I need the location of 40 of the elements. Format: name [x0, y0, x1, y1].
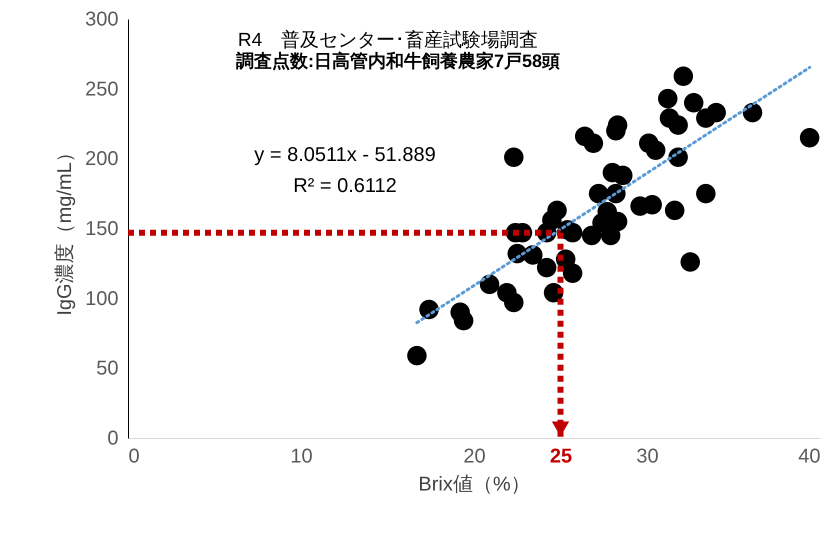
- point: [646, 140, 666, 160]
- x-tick-label: 25: [550, 446, 572, 468]
- point: [600, 226, 620, 246]
- point: [696, 184, 716, 204]
- x-tick-label: 30: [636, 446, 659, 468]
- x-tick-label: 0: [128, 446, 140, 468]
- point: [480, 274, 500, 294]
- text: 調査点数:日高管内和牛飼養農家7戸58頭: [236, 51, 560, 71]
- x-axis-title: Brix値（%）: [418, 474, 531, 496]
- y-tick-label: 0: [107, 428, 118, 450]
- point: [680, 252, 700, 272]
- text: R4 普及センター･畜産試験場調査: [238, 29, 538, 51]
- point: [658, 88, 678, 108]
- point: [562, 263, 582, 283]
- point: [582, 226, 602, 246]
- point: [684, 93, 704, 113]
- point: [613, 166, 633, 186]
- point: [584, 134, 604, 154]
- point: [407, 346, 427, 366]
- point: [696, 108, 716, 128]
- point: [800, 128, 820, 148]
- annotation: R² = 0.6112: [293, 175, 397, 197]
- y-tick-label: 150: [85, 218, 118, 240]
- y-tick-label: 300: [85, 8, 118, 30]
- x-tick-label: 10: [290, 446, 313, 468]
- point: [504, 292, 524, 312]
- point: [536, 258, 556, 278]
- point: [674, 66, 694, 86]
- y-tick-label: 200: [85, 148, 118, 170]
- y-tick-label: 250: [85, 78, 118, 100]
- y-tick-label: 100: [85, 288, 118, 310]
- x-tick-label: 40: [798, 446, 820, 468]
- point: [504, 148, 524, 167]
- x-tick-label: 20: [463, 446, 486, 468]
- point: [668, 115, 688, 135]
- annotation: y = 8.0511x - 51.889: [254, 144, 436, 166]
- y-tick-label: 50: [96, 358, 118, 380]
- point: [588, 184, 608, 204]
- point: [664, 200, 684, 220]
- y-axis-title: IgG濃度（mg/mL）: [54, 142, 76, 316]
